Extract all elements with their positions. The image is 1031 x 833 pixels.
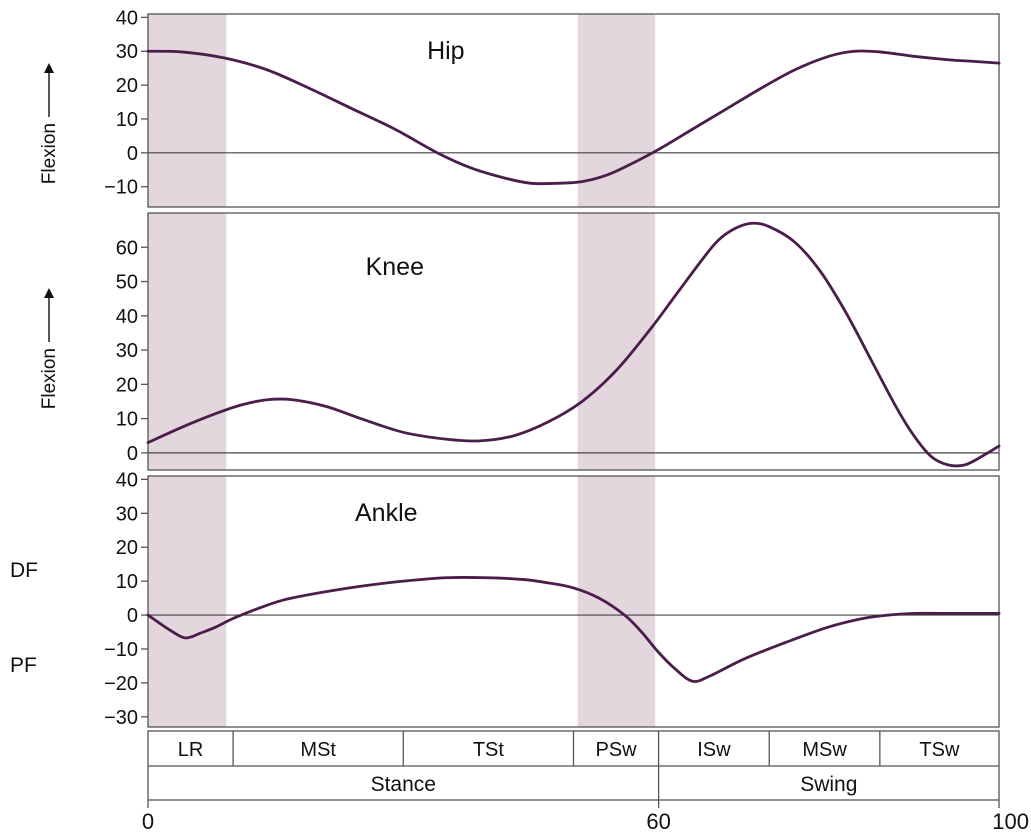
knee-y-tick-label: 10 — [116, 409, 138, 431]
phase-label-isw: ISw — [697, 739, 731, 761]
ankle-y-tick-label: −30 — [104, 707, 138, 729]
x-tick-label-100: 100 — [992, 809, 1029, 833]
knee-panel: 60 50 40 30 20 10 0 Knee Flexion — [39, 212, 1001, 471]
hip-panel: 40 30 20 10 0 −10 Hip Flexion — [39, 7, 1001, 208]
hip-y-tick-label: 30 — [116, 41, 138, 63]
ankle-side-label-df: DF — [10, 559, 38, 582]
ankle-y-tick-label: 40 — [116, 469, 138, 491]
ankle-y-tick-label: 30 — [116, 503, 138, 525]
ankle-y-tick-label: 10 — [116, 571, 138, 593]
knee-plot-frame — [147, 212, 1000, 471]
phase-label-psw: PSw — [595, 739, 637, 761]
knee-y-axis-label: Flexion — [39, 288, 60, 409]
hip-angle-curve — [146, 49, 1001, 186]
x-tick-label-60: 60 — [646, 809, 670, 833]
knee-y-tick-label: 60 — [116, 237, 138, 259]
hip-plot-frame — [147, 13, 1000, 208]
phase-label-lr: LR — [178, 739, 204, 761]
ankle-y-tick-label: −10 — [104, 639, 138, 661]
hip-y-axis-arrow-head — [44, 63, 54, 73]
phase-label-tsw: TSw — [919, 739, 960, 761]
phase-label-tst: TSt — [473, 739, 505, 761]
ankle-plot-frame — [147, 475, 1000, 728]
ankle-y-tick-label: 20 — [116, 537, 138, 559]
hip-shaded-region — [148, 14, 227, 207]
hip-y-tick-label: 0 — [127, 143, 138, 165]
ankle-y-tick-label: −20 — [104, 673, 138, 695]
x-tick-label-0: 0 — [142, 809, 154, 833]
ankle-panel: 40 30 20 10 0 −10 −20 −30 Ankle DF PF — [10, 469, 1001, 729]
knee-y-tick-label: 20 — [116, 374, 138, 396]
ankle-angle-curve — [146, 576, 1001, 683]
ankle-y-tick-label: 0 — [127, 605, 138, 627]
knee-y-axis-label-text: Flexion — [39, 348, 60, 409]
knee-title: Knee — [366, 253, 424, 281]
knee-y-axis-arrow-head — [44, 288, 54, 298]
knee-shaded-region — [148, 213, 227, 470]
hip-shaded-region — [577, 14, 656, 207]
knee-y-tick-label: 30 — [116, 340, 138, 362]
ankle-shaded-region — [577, 476, 656, 727]
hip-y-tick-label: 40 — [116, 7, 138, 29]
hip-y-axis-label-text: Flexion — [39, 123, 60, 184]
knee-y-tick-label: 40 — [116, 306, 138, 328]
knee-shaded-region — [577, 213, 656, 470]
hip-y-tick-label: 10 — [116, 109, 138, 131]
knee-y-tick-label: 50 — [116, 272, 138, 294]
ankle-shaded-region — [148, 476, 227, 727]
group-label-swing: Swing — [800, 773, 857, 796]
phase-label-msw: MSw — [802, 739, 847, 761]
hip-y-axis-label: Flexion — [39, 63, 60, 184]
gait-phase-table: LR MSt TSt PSw ISw MSw TSw Stance Swing 0 60 100 — [142, 730, 1029, 833]
hip-y-tick-label: 20 — [116, 75, 138, 97]
hip-y-tick-label: −10 — [104, 177, 138, 199]
knee-y-tick-label: 0 — [127, 443, 138, 465]
ankle-title: Ankle — [355, 499, 418, 527]
ankle-side-label-pf: PF — [10, 654, 37, 677]
group-label-stance: Stance — [371, 773, 436, 796]
phase-label-mst: MSt — [300, 739, 336, 761]
knee-angle-curve — [146, 221, 1001, 468]
hip-title: Hip — [427, 37, 465, 65]
